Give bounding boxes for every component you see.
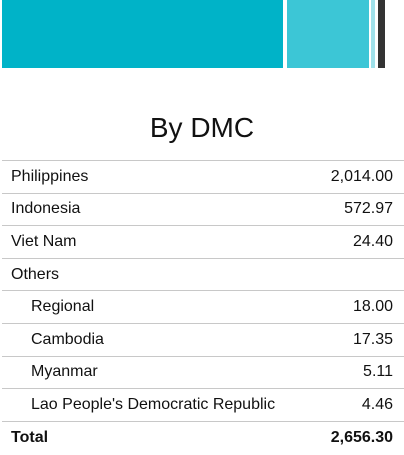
table-row: Philippines 2,014.00 xyxy=(2,161,404,194)
section-title: By DMC xyxy=(149,112,255,143)
row-label: Others xyxy=(11,265,60,283)
row-value: 2,014.00 xyxy=(330,167,393,185)
table-row: Indonesia 572.97 xyxy=(2,194,404,227)
row-label: Philippines xyxy=(11,167,89,185)
bar-segment-indonesia[interactable] xyxy=(287,0,369,68)
row-label: Lao People's Democratic Republic xyxy=(31,395,276,413)
row-label: Myanmar xyxy=(31,363,98,381)
bar-segment-viet-nam[interactable] xyxy=(371,0,375,68)
row-value: 572.97 xyxy=(344,200,393,218)
table-row: Lao People's Democratic Republic 4.46 xyxy=(2,389,404,422)
row-label: Viet Nam xyxy=(11,232,77,250)
total-value: 2,656.30 xyxy=(330,429,393,447)
table-row: Myanmar 5.11 xyxy=(2,357,404,390)
stacked-bar xyxy=(2,0,386,68)
table-row-group-header: Others xyxy=(2,259,404,292)
table-row: Viet Nam 24.40 xyxy=(2,226,404,259)
table-row: Cambodia 17.35 xyxy=(2,324,404,357)
total-label: Total xyxy=(11,429,49,447)
row-label: Regional xyxy=(31,298,95,316)
row-value: 4.46 xyxy=(361,395,393,413)
dmc-table: Philippines 2,014.00 Indonesia 572.97 Vi… xyxy=(2,160,404,454)
row-value: 5.11 xyxy=(363,363,393,381)
bar-segment-others[interactable] xyxy=(378,0,385,68)
row-value: 24.40 xyxy=(352,232,393,250)
row-value: 18.00 xyxy=(352,298,393,316)
bar-segment-philippines[interactable] xyxy=(2,0,283,68)
table-row: Regional 18.00 xyxy=(2,291,404,324)
row-label: Cambodia xyxy=(31,330,104,348)
row-value: 17.35 xyxy=(352,330,393,348)
table-row-total: Total 2,656.30 xyxy=(2,422,404,455)
row-label: Indonesia xyxy=(11,200,81,218)
